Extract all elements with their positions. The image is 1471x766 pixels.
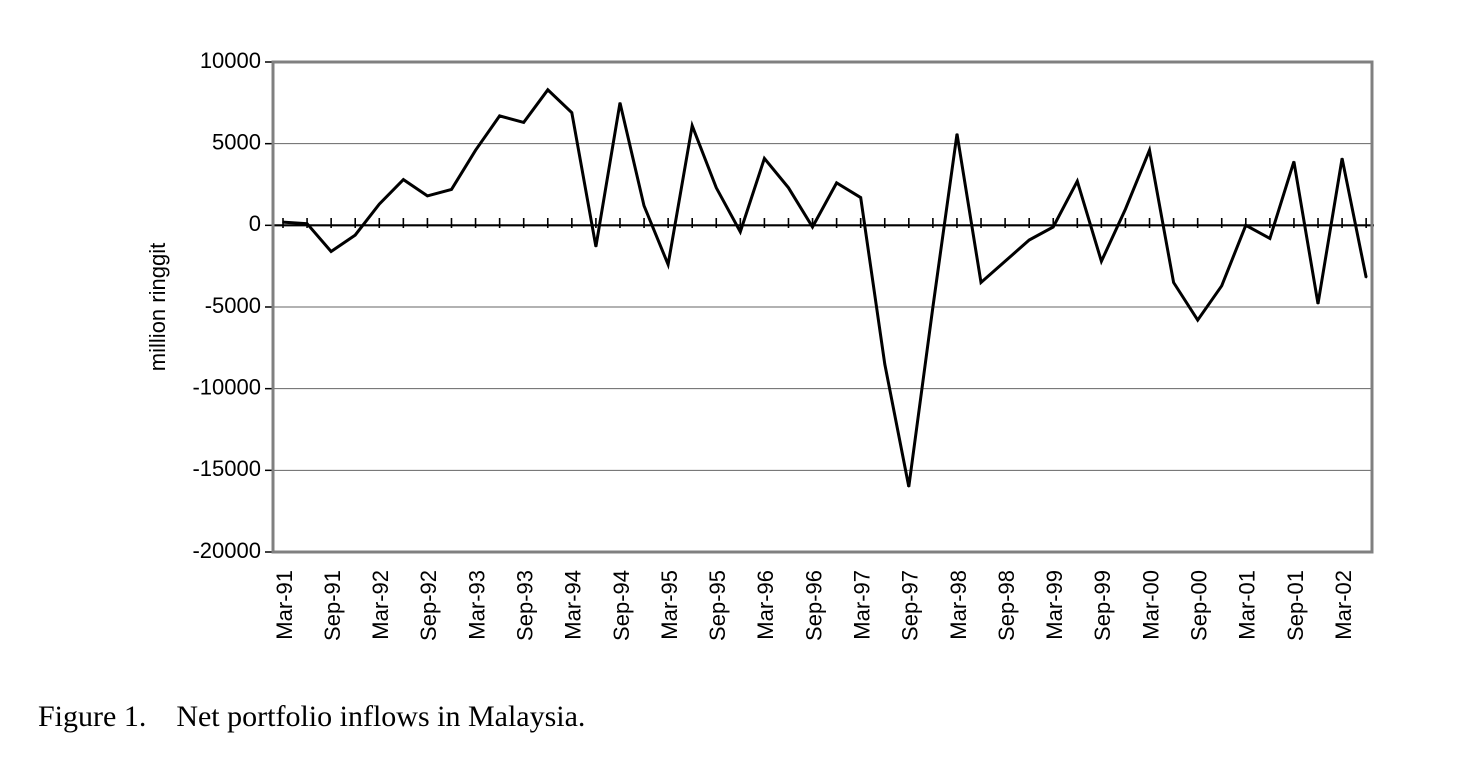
x-tick-label: Mar-02: [1331, 570, 1356, 640]
data-point: [571, 111, 573, 114]
x-tick-label: Mar-01: [1235, 570, 1260, 640]
x-tick-label: Mar-99: [1042, 570, 1067, 640]
x-tick-label: Mar-95: [657, 570, 682, 640]
data-point: [908, 485, 910, 488]
data-point: [980, 281, 982, 284]
x-tick-label: Sep-91: [320, 570, 345, 641]
x-tick-label: Sep-94: [609, 570, 634, 641]
x-tick-label: Sep-99: [1090, 570, 1115, 641]
y-axis-title: million ringgit: [145, 243, 170, 371]
y-tick-label: -20000: [192, 538, 261, 563]
data-point: [1365, 276, 1367, 279]
data-point: [378, 203, 381, 205]
data-point: [811, 226, 814, 228]
data-point: [1317, 302, 1319, 305]
data-point: [1124, 208, 1127, 210]
series-layer: [282, 87, 1368, 488]
data-point: [426, 195, 429, 197]
y-tick-label: -15000: [192, 456, 261, 481]
x-tick-label: Sep-93: [513, 570, 538, 641]
x-tick-label: Sep-92: [416, 570, 441, 641]
data-point: [715, 187, 718, 189]
plot-frame: [271, 60, 1374, 554]
y-tick-label: -10000: [192, 374, 261, 399]
data-point: [1172, 281, 1175, 284]
x-tick-label: Sep-00: [1186, 570, 1211, 641]
data-point: [884, 363, 886, 366]
y-tick-label: 10000: [200, 48, 261, 73]
data-point: [1004, 260, 1006, 263]
data-point: [306, 222, 308, 225]
x-axis-ticks: [282, 218, 1367, 228]
gridlines: [265, 61, 1374, 553]
data-point: [498, 115, 501, 117]
data-point: [739, 231, 742, 233]
x-tick-label: Mar-91: [272, 570, 297, 640]
data-point: [619, 102, 621, 104]
data-point: [1269, 237, 1271, 240]
y-tick-label: -5000: [205, 293, 261, 318]
data-point: [402, 178, 405, 181]
x-tick-label: Sep-01: [1283, 570, 1308, 641]
figure-caption: Figure 1. Net portfolio inflows in Malay…: [38, 700, 586, 733]
data-point: [691, 124, 693, 127]
data-point: [282, 221, 284, 223]
data-point: [859, 196, 862, 199]
x-tick-label: Sep-95: [705, 570, 730, 641]
data-point: [595, 245, 597, 248]
y-tick-label: 0: [249, 211, 261, 236]
data-point: [1245, 224, 1247, 227]
x-tick-label: Mar-97: [849, 570, 874, 640]
data-point: [1148, 149, 1151, 151]
data-point: [787, 187, 790, 189]
data-point: [474, 149, 477, 151]
x-tick-label: Mar-92: [368, 570, 393, 640]
data-point: [835, 182, 838, 184]
data-point: [1052, 226, 1054, 228]
series-line: [282, 87, 1368, 487]
data-point: [667, 263, 669, 266]
data-point: [450, 188, 453, 191]
data-point: [643, 204, 645, 207]
x-tick-label: Sep-96: [801, 570, 826, 641]
data-point: [1341, 157, 1343, 160]
y-tick-label: 5000: [212, 129, 261, 154]
x-tick-label: Mar-93: [464, 570, 489, 640]
data-point: [763, 157, 766, 160]
data-point: [1220, 285, 1223, 287]
x-tick-labels: Mar-91 Sep-91 Mar-92 Sep-92 Mar-93 Sep-93 Mar-…: [272, 570, 1356, 641]
data-point: [354, 234, 357, 236]
data-point: [932, 306, 934, 308]
x-tick-label: Mar-98: [946, 570, 971, 640]
x-tick-label: Sep-97: [898, 570, 923, 641]
data-point: [956, 133, 958, 135]
data-point: [522, 121, 525, 124]
x-tick-label: Mar-00: [1138, 570, 1163, 640]
x-tick-label: Mar-94: [561, 570, 586, 640]
data-point: [1076, 180, 1079, 182]
x-tick-label: Mar-96: [753, 570, 778, 640]
data-point: [547, 89, 549, 91]
data-point: [1100, 260, 1103, 263]
data-point: [330, 250, 332, 253]
data-point: [1196, 319, 1199, 321]
x-tick-label: Sep-98: [994, 570, 1019, 641]
data-point: [1293, 160, 1295, 163]
y-tick-labels: 10000 5000 0 -5000 -10000 -15000 -20000: [192, 48, 261, 563]
data-point: [1028, 239, 1030, 241]
